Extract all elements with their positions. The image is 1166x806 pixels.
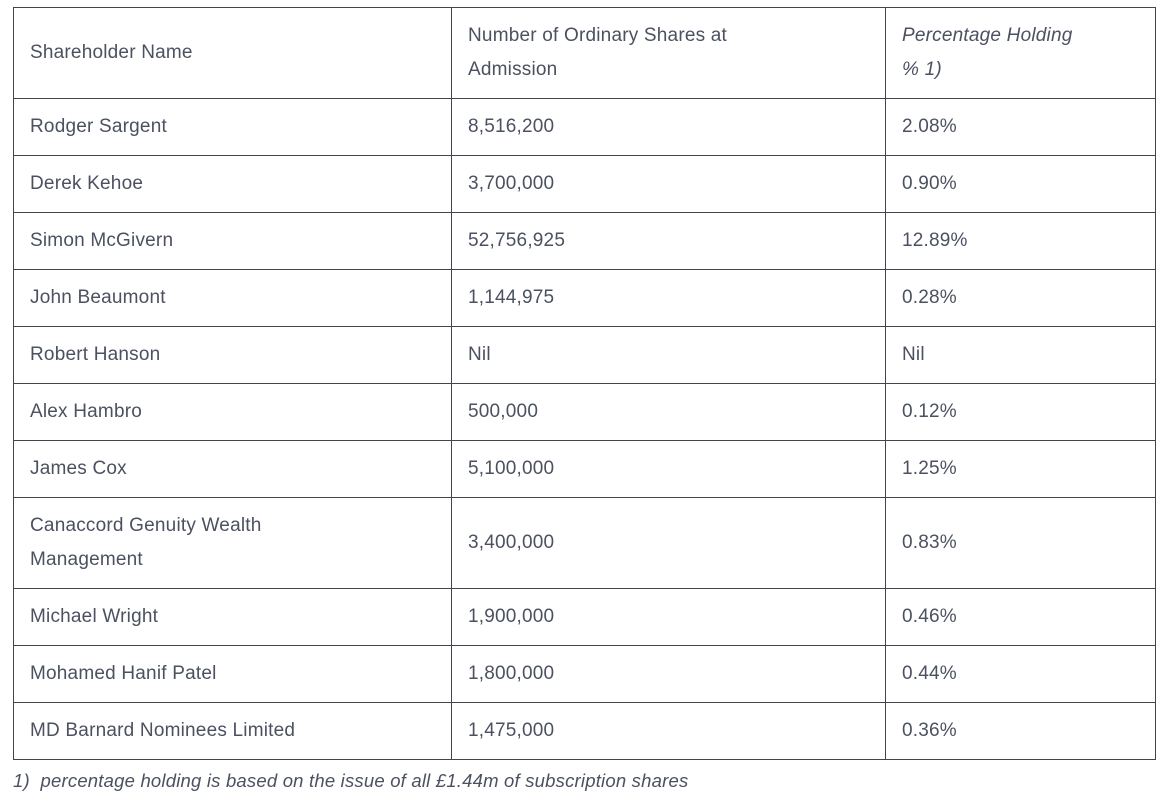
cell-shares: 1,144,975 [451, 269, 886, 327]
table-row: John Beaumont 1,144,975 0.28% [13, 269, 1156, 327]
table-row: Derek Kehoe 3,700,000 0.90% [13, 155, 1156, 213]
cell-shares: 500,000 [451, 383, 886, 441]
table-row: Simon McGivern 52,756,925 12.89% [13, 212, 1156, 270]
cell-shares: 8,516,200 [451, 98, 886, 156]
cell-shareholder-name: Robert Hanson [13, 326, 452, 384]
table-row: Canaccord Genuity Wealth Management 3,40… [13, 497, 1156, 589]
cell-shareholder-name: Simon McGivern [13, 212, 452, 270]
table-row: Mohamed Hanif Patel 1,800,000 0.44% [13, 645, 1156, 703]
cell-percentage: 0.83% [885, 497, 1156, 589]
cell-percentage: 1.25% [885, 440, 1156, 498]
cell-shareholder-name: Mohamed Hanif Patel [13, 645, 452, 703]
table-row: Michael Wright 1,900,000 0.46% [13, 588, 1156, 646]
cell-shares: 1,800,000 [451, 645, 886, 703]
cell-shareholder-name: John Beaumont [13, 269, 452, 327]
cell-shares: Nil [451, 326, 886, 384]
cell-shareholder-name: MD Barnard Nominees Limited [13, 702, 452, 760]
cell-shareholder-name: Michael Wright [13, 588, 452, 646]
cell-percentage: 0.36% [885, 702, 1156, 760]
cell-percentage: 0.28% [885, 269, 1156, 327]
cell-shares: 52,756,925 [451, 212, 886, 270]
cell-percentage: 0.12% [885, 383, 1156, 441]
cell-percentage: 0.44% [885, 645, 1156, 703]
footnote: 1) percentage holding is based on the is… [13, 770, 689, 791]
cell-shares: 1,475,000 [451, 702, 886, 760]
header-shareholder-name: Shareholder Name [13, 7, 452, 99]
cell-shares: 3,700,000 [451, 155, 886, 213]
cell-shares: 5,100,000 [451, 440, 886, 498]
cell-percentage: 0.46% [885, 588, 1156, 646]
cell-shareholder-name: James Cox [13, 440, 452, 498]
cell-shares: 1,900,000 [451, 588, 886, 646]
header-number-of-shares: Number of Ordinary Shares at Admission [451, 7, 886, 99]
header-row: Shareholder Name Number of Ordinary Shar… [13, 7, 1156, 99]
cell-shareholder-name: Canaccord Genuity Wealth Management [13, 497, 452, 589]
table-row: Alex Hambro 500,000 0.12% [13, 383, 1156, 441]
shareholders-table: Shareholder Name Number of Ordinary Shar… [13, 7, 1156, 760]
header-percentage-holding: Percentage Holding % 1) [885, 7, 1156, 99]
table-row: Rodger Sargent 8,516,200 2.08% [13, 98, 1156, 156]
table-row: James Cox 5,100,000 1.25% [13, 440, 1156, 498]
cell-percentage: 2.08% [885, 98, 1156, 156]
cell-shareholder-name: Derek Kehoe [13, 155, 452, 213]
table-row: Robert Hanson Nil Nil [13, 326, 1156, 384]
table-row: MD Barnard Nominees Limited 1,475,000 0.… [13, 702, 1156, 760]
cell-percentage: 0.90% [885, 155, 1156, 213]
cell-shareholder-name: Alex Hambro [13, 383, 452, 441]
cell-shareholder-name: Rodger Sargent [13, 98, 452, 156]
cell-shares: 3,400,000 [451, 497, 886, 589]
cell-percentage: 12.89% [885, 212, 1156, 270]
cell-percentage: Nil [885, 326, 1156, 384]
